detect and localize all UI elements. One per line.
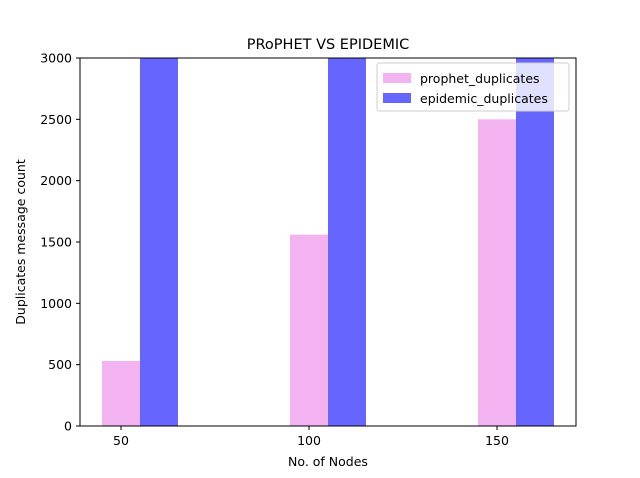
y-tick-label: 3000 xyxy=(40,51,72,66)
y-tick-label: 1000 xyxy=(40,296,72,311)
bar-epidemic_duplicates-50 xyxy=(140,58,178,426)
legend-label-epidemic_duplicates: epidemic_duplicates xyxy=(420,91,548,106)
x-tick-label: 50 xyxy=(113,433,129,448)
y-tick-label: 500 xyxy=(48,357,72,372)
chart-title: PRoPHET VS EPIDEMIC xyxy=(247,37,409,53)
legend-swatch-prophet_duplicates xyxy=(383,73,411,83)
x-tick-label: 100 xyxy=(297,433,321,448)
bar-epidemic_duplicates-150 xyxy=(516,58,554,426)
bar-epidemic_duplicates-100 xyxy=(328,58,366,426)
y-axis: 0 500 1000 1500 2000 2500 3000 xyxy=(40,51,80,434)
legend: prophet_duplicates epidemic_duplicates xyxy=(376,62,570,112)
y-tick-label: 1500 xyxy=(40,235,72,250)
x-axis-label: No. of Nodes xyxy=(288,454,368,469)
y-tick-label: 2500 xyxy=(40,112,72,127)
y-axis-label: Duplicates message count xyxy=(13,159,28,325)
legend-label-prophet_duplicates: prophet_duplicates xyxy=(420,71,540,86)
x-tick-label: 150 xyxy=(485,433,509,448)
bars-group xyxy=(102,58,554,426)
x-axis: 50 100 150 xyxy=(113,426,509,448)
y-tick-label: 2000 xyxy=(40,173,72,188)
y-tick-label: 0 xyxy=(64,419,72,434)
bar-prophet_duplicates-50 xyxy=(102,360,140,426)
bar-prophet_duplicates-150 xyxy=(478,119,516,426)
bar-prophet_duplicates-100 xyxy=(290,234,328,426)
legend-swatch-epidemic_duplicates xyxy=(383,93,411,103)
legend-box xyxy=(376,62,570,112)
